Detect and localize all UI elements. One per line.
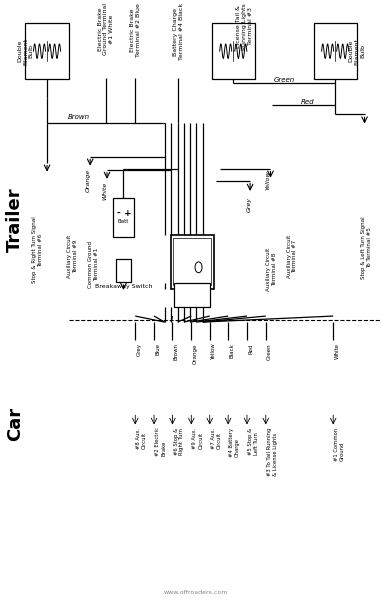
Text: Blue: Blue [155,343,160,355]
Text: Yellow: Yellow [266,171,271,190]
Text: #2 Electric
Brake: #2 Electric Brake [155,427,166,456]
Text: Yellow: Yellow [211,343,216,360]
Text: Brown: Brown [67,114,89,120]
Text: Green: Green [267,343,272,360]
Text: www.offroaders.com: www.offroaders.com [164,590,228,595]
Bar [116,259,131,282]
Text: Auxiliary Circuit
Terminal #9: Auxiliary Circuit Terminal #9 [67,235,78,278]
Text: Brown: Brown [174,343,179,360]
Text: Trailer: Trailer [6,187,24,252]
Text: #4 Battery
Charge: #4 Battery Charge [229,427,240,456]
Text: Electric Brake
Ground Terminal
#1 White: Electric Brake Ground Terminal #1 White [98,3,114,55]
Bar [212,23,255,79]
Text: Orange: Orange [86,169,91,192]
Text: Grey: Grey [136,343,142,356]
Text: Common Ground
Terminal #1: Common Ground Terminal #1 [88,241,99,288]
Text: Electric Brake
Terminal #2 Blue: Electric Brake Terminal #2 Blue [130,3,141,57]
Text: Double
Filament
Bulb: Double Filament Bulb [17,38,34,64]
Text: Green: Green [274,77,295,83]
Text: Car: Car [6,408,24,441]
Text: #1 Common
Ground: #1 Common Ground [334,427,345,461]
Text: Grey: Grey [247,197,251,213]
Bar [314,23,357,79]
Text: #8 Aux.
Circuit: #8 Aux. Circuit [136,427,147,448]
Text: #7 Aux.
Circuit: #7 Aux. Circuit [211,427,222,448]
Text: Double
Filament
Bulb: Double Filament Bulb [348,38,365,64]
Text: #9 Aux.
Circuit: #9 Aux. Circuit [192,427,203,448]
Text: Black: Black [229,343,234,358]
Circle shape [195,262,202,273]
Text: Orange: Orange [192,343,198,364]
Bar [171,235,214,289]
Bar [174,283,210,307]
Text: #3 To Tail Running
& License Lights: #3 To Tail Running & License Lights [267,427,278,476]
Text: Red: Red [248,343,253,353]
Text: -: - [117,209,121,218]
Text: #5 Stop &
Left Turn: #5 Stop & Left Turn [248,427,259,455]
Text: Breakaway Switch: Breakaway Switch [95,284,152,289]
Text: Stop & Right Turn Signal
Terminal #6: Stop & Right Turn Signal Terminal #6 [32,217,43,284]
Bar [173,238,211,285]
Text: Red: Red [301,99,314,105]
Text: Batt: Batt [118,219,129,223]
Text: +: + [124,209,132,218]
Text: Battery Charge
Terminal #4 Black: Battery Charge Terminal #4 Black [173,3,184,60]
Text: White: White [103,182,107,200]
Text: Auxiliary Circuit
Terminal #8: Auxiliary Circuit Terminal #8 [266,248,277,291]
Text: Stop & Left Turn Signal
To Terminal #5: Stop & Left Turn Signal To Terminal #5 [361,217,372,279]
Bar [113,198,134,237]
Text: Auxiliary Circuit
Terminal #7: Auxiliary Circuit Terminal #7 [287,235,298,278]
Bar [25,23,69,79]
Text: #6 Stop &
Right Turn: #6 Stop & Right Turn [174,427,185,455]
Text: White: White [334,343,339,359]
Text: License Tail &
Running Lights
Terminal #3: License Tail & Running Lights Terminal #… [236,3,252,50]
